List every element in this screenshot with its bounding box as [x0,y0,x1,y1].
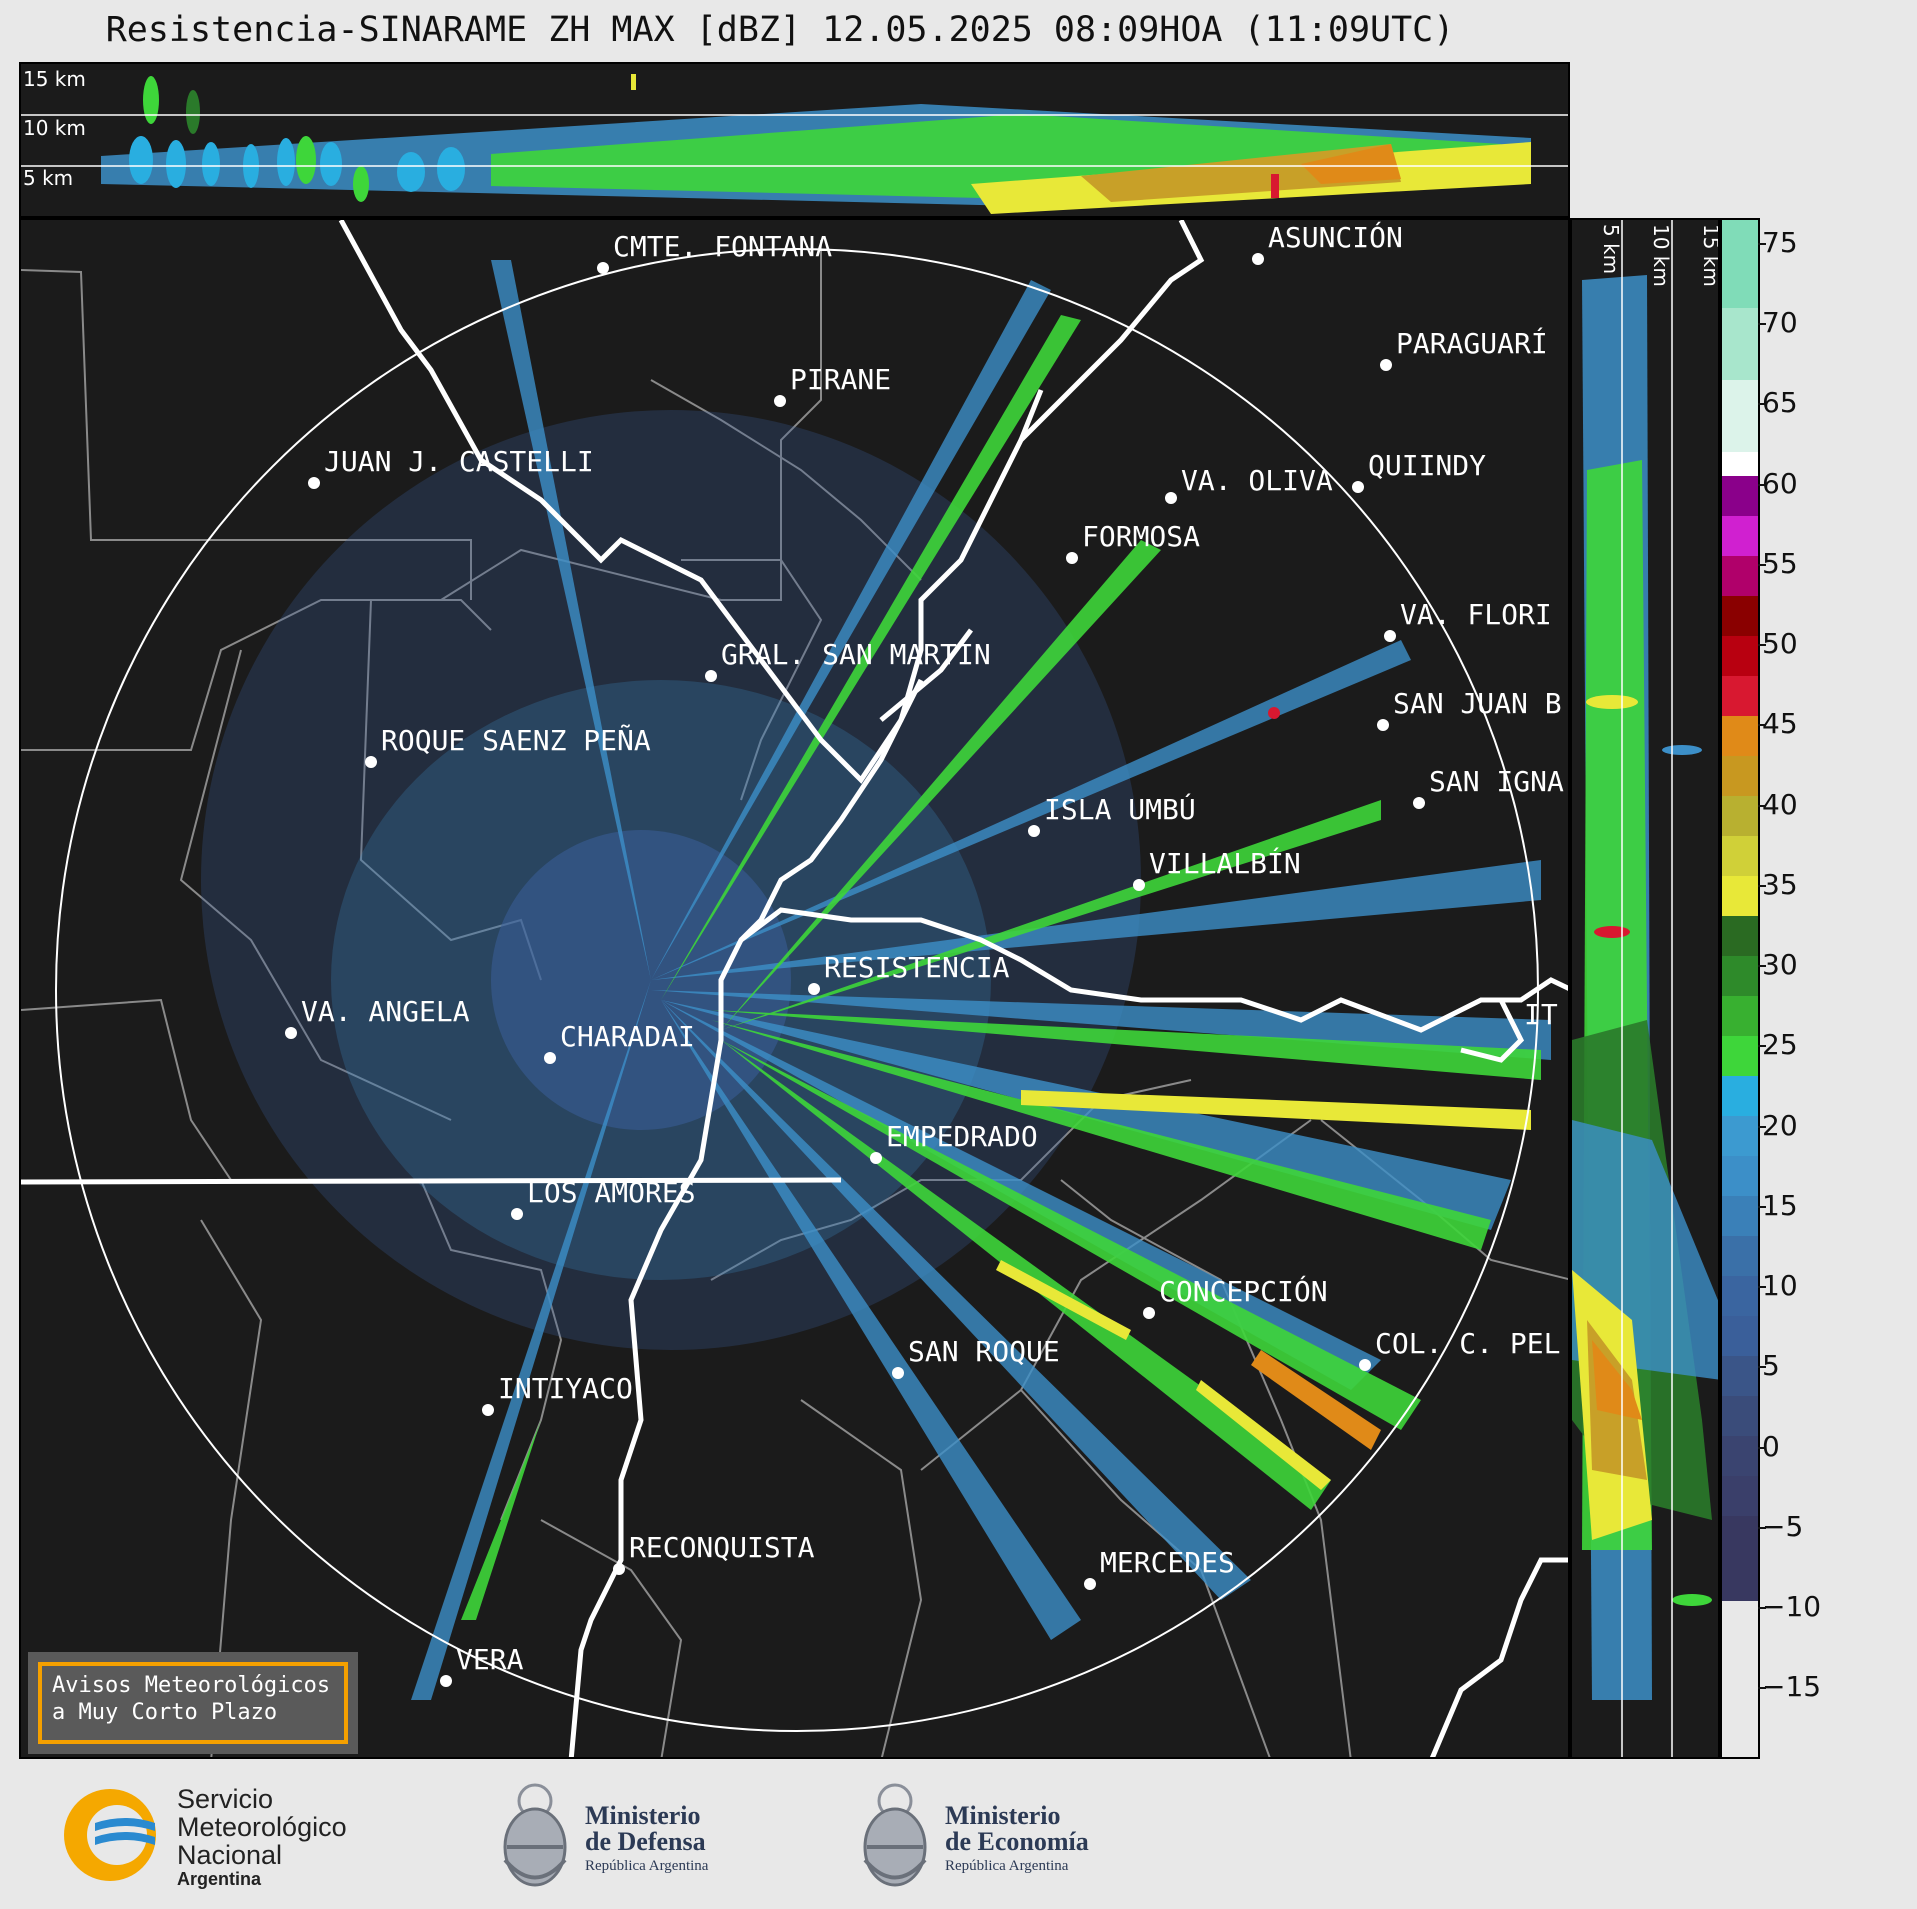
colorbar-tick: 20 [1758,1109,1798,1142]
chart-title: Resistencia-SINARAME ZH MAX [dBZ] 12.05.… [105,10,1455,50]
provincial-boundaries [21,220,1568,1757]
colorbar-tick: 75 [1758,226,1798,259]
city-label: EMPEDRADO [886,1120,1038,1153]
city-label: CONCEPCIÓN [1159,1274,1328,1308]
radar-map-panel: CMTE. FONTANA ASUNCIÓN PARAGUARÍ PIRANE … [19,218,1570,1759]
national-coat-of-arms-icon [863,1783,927,1887]
city-label: FORMOSA [1082,520,1200,553]
colorbar-tick: 50 [1758,627,1798,660]
city-label: ASUNCIÓN [1268,220,1403,254]
colorbar-tick: 0 [1758,1430,1780,1463]
city-label: GRAL. SAN MARTIN [721,638,991,671]
city-label: PARAGUARÍ [1396,326,1548,360]
economia-sub: República Argentina [945,1858,1069,1874]
city-label: VERA [456,1643,524,1676]
city-label: PIRANE [790,363,891,396]
colorbar-tick: −15 [1757,1670,1822,1703]
national-coat-of-arms-icon [503,1783,567,1887]
notice-box: Avisos Meteorológicos a Muy Corto Plazo [28,1652,358,1754]
colorbar-tick: 55 [1758,547,1798,580]
economia-text-line1: Ministerio [945,1801,1061,1830]
economia-logo: Ministerio de Economía República Argenti… [855,1775,1125,1900]
defensa-sub: República Argentina [585,1858,709,1874]
colorbar-tick: 65 [1758,386,1798,419]
defensa-text-line1: Ministerio [585,1801,701,1830]
city-label: QUIINDY [1368,449,1486,482]
notice-line-2: a Muy Corto Plazo [52,1700,278,1725]
city-label: MERCEDES [1100,1546,1235,1579]
city-label: VA. OLIVA [1181,464,1333,497]
city-label: CMTE. FONTANA [613,230,832,263]
colorbar-tick: 35 [1758,868,1798,901]
city-label: LOS AMORES [527,1176,696,1209]
city-label: JUAN J. CASTELLI [324,445,594,478]
range-ring [55,248,1539,1732]
city-label: VA. FLORI [1400,598,1552,631]
defensa-text-line2: de Defensa [585,1827,706,1856]
colorbar-tick: 70 [1758,306,1798,339]
smn-text-line2: Meteorológico [177,1812,347,1842]
colorbar-tick: 45 [1758,707,1798,740]
height-label-5km-side: 5 km [1599,224,1623,274]
defensa-logo: Ministerio de Defensa República Argentin… [495,1775,755,1900]
colorbar-tick: 10 [1758,1269,1798,1302]
smn-logo-icon [64,1789,156,1881]
side-cross-section-panel: 5 km 10 km 15 km [1570,218,1720,1759]
city-label: ROQUE SAENZ PEÑA [381,723,651,757]
height-label-10km-side: 10 km [1649,224,1673,287]
colorbar-tick: 30 [1758,948,1798,981]
city-label: SAN ROQUE [908,1335,1060,1368]
smn-country: Argentina [177,1869,262,1889]
city-label: VA. ANGELA [301,995,470,1028]
city-label: COL. C. PEL [1375,1327,1560,1360]
colorbar-tick: −5 [1757,1510,1804,1543]
notice-line-1: Avisos Meteorológicos [52,1673,331,1698]
notice-frame: Avisos Meteorológicos a Muy Corto Plazo [38,1662,348,1744]
city-label: CHARADAI [560,1020,695,1053]
city-label: IT [1524,998,1558,1031]
city-label: VILLALBÍN [1149,846,1301,880]
city-label: ISLA UMBÚ [1044,792,1196,826]
height-label-15km-side: 15 km [1699,224,1720,287]
city-label: SAN JUAN B [1393,687,1562,720]
city-label: RESISTENCIA [824,951,1010,984]
smn-text-line3: Nacional [177,1840,283,1870]
colorbar-tick: −10 [1757,1590,1822,1623]
smn-text-line1: Servicio [177,1784,274,1814]
top-cross-section-panel: 15 km 10 km 5 km [19,62,1570,218]
smn-logo: Servicio Meteorológico Nacional Argentin… [55,1784,385,1889]
height-label-15km-top: 15 km [23,67,86,91]
city-label: INTIYACO [498,1372,633,1405]
colorbar-tick: 25 [1758,1028,1798,1061]
colorbar-tick: 40 [1758,788,1798,821]
radar-echoes [201,260,1551,1700]
colorbar-tick: 15 [1758,1189,1798,1222]
height-label-5km-top: 5 km [23,166,73,190]
city-label: SAN IGNA [1429,765,1564,798]
dbz-colorbar [1720,218,1760,1759]
economia-text-line2: de Economía [945,1827,1089,1856]
height-label-10km-top: 10 km [23,116,86,140]
city-label: RECONQUISTA [629,1531,815,1564]
colorbar-tick: 5 [1758,1349,1780,1382]
colorbar-tick: 60 [1758,467,1798,500]
